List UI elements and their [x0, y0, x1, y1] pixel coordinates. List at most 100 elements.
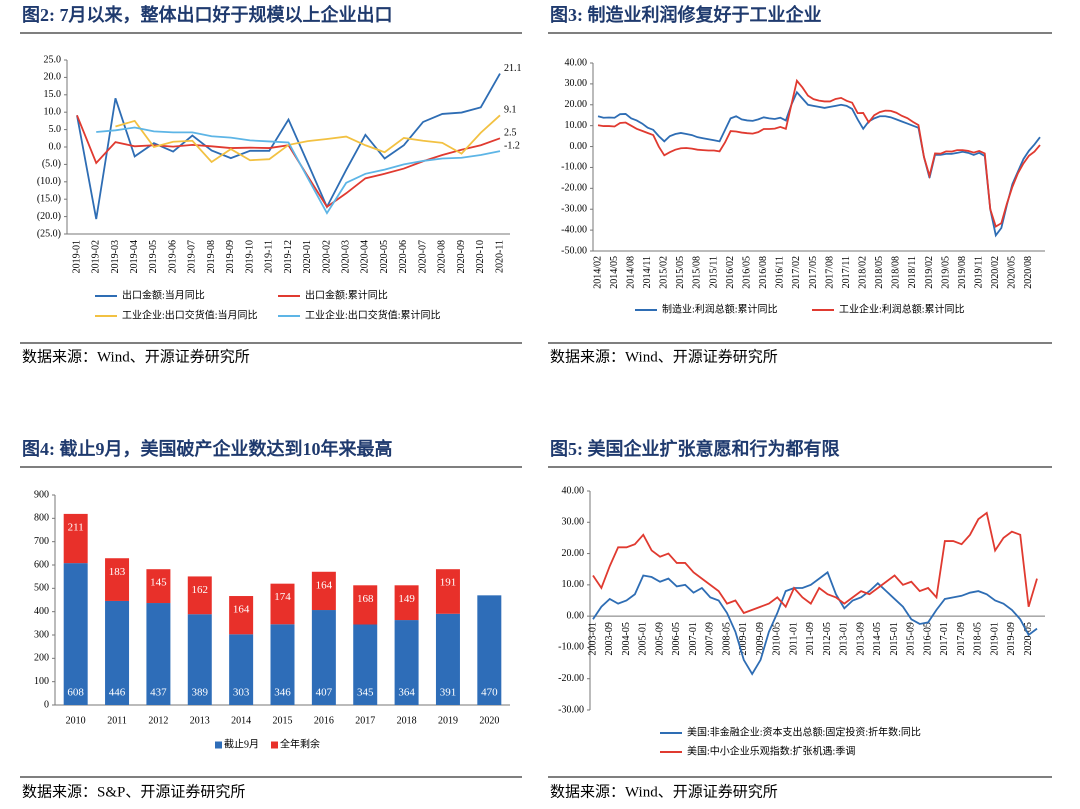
bar-segment [435, 613, 460, 705]
y-tick-label: 0.00 [567, 610, 585, 621]
legend-label: 美国:中小企业乐观指数:扩张机遇:季调 [687, 744, 855, 757]
x-tick-label: 2010 [66, 715, 86, 726]
x-tick-label: 2018/08 [891, 256, 902, 289]
x-tick-label: 2019-09 [225, 240, 236, 273]
data-label: 162 [192, 584, 209, 596]
x-tick-label: 2019-09 [1006, 622, 1017, 655]
x-tick-label: 2020-05 [379, 240, 390, 273]
end-label: 2.5 [504, 128, 517, 139]
x-tick-label: 2010-05 [772, 622, 783, 655]
legend-swatch [215, 741, 222, 749]
x-tick-label: 2020-04 [360, 240, 371, 273]
data-label: 407 [316, 687, 333, 699]
y-tick-label: (25.0) [37, 228, 61, 239]
y-tick-label: -30.00 [558, 704, 584, 715]
x-tick-label: 2013 [190, 715, 210, 726]
y-tick-label: 15.0 [44, 89, 62, 100]
source: 数据来源：Wind、开源证券研究所 [550, 348, 778, 365]
data-label: 446 [109, 687, 126, 699]
bar-segment [187, 576, 212, 615]
x-tick-label: 2013-09 [855, 622, 866, 655]
x-tick-label: 2015/08 [692, 256, 703, 289]
x-tick-label: 2015-09 [906, 622, 917, 655]
series-line [96, 126, 501, 215]
x-tick-label: 2012-05 [822, 622, 833, 655]
data-label: 303 [233, 687, 250, 699]
x-tick-label: 2019-02 [91, 240, 102, 273]
bar-segment [394, 585, 419, 621]
x-tick-label: 2019-03 [110, 240, 121, 273]
x-tick-label: 2019-01 [989, 622, 1000, 655]
x-tick-label: 2020-02 [321, 240, 332, 273]
bar-segment [270, 624, 295, 705]
y-tick-label: 20.0 [44, 72, 62, 83]
x-tick-label: 2011-01 [788, 622, 799, 655]
x-tick-label: 2017/02 [791, 256, 802, 289]
data-label: 174 [274, 591, 291, 603]
figure-title: 图5: 美国企业扩张意愿和行为都有限 [550, 438, 840, 459]
y-tick-label: -20.00 [561, 183, 587, 194]
x-tick-label: 2020/08 [1023, 256, 1034, 289]
x-tick-label: 2015/11 [708, 256, 719, 288]
y-tick-label: 400 [34, 606, 49, 617]
bar-segment [353, 585, 378, 625]
y-tick-label: -20.00 [558, 673, 584, 684]
legend-label: 出口金额:当月同比 [122, 288, 205, 301]
y-tick-label: 700 [34, 536, 49, 547]
y-tick-label: 300 [34, 629, 49, 640]
x-tick-label: 2013-01 [839, 622, 850, 655]
figure-title: 图2: 7月以来，整体出口好于规模以上企业出口 [22, 4, 393, 25]
x-tick-label: 2016/02 [725, 256, 736, 289]
y-tick-label: 5.0 [49, 124, 62, 135]
x-tick-label: 2015/05 [675, 256, 686, 289]
bar-segment [477, 595, 502, 705]
x-tick-label: 2009-01 [738, 622, 749, 655]
x-tick-label: 2019/05 [940, 256, 951, 289]
x-tick-label: 2018/05 [874, 256, 885, 289]
x-tick-label: 2003-09 [604, 622, 615, 655]
x-tick-label: 2020-03 [340, 240, 351, 273]
x-tick-label: 2019/11 [974, 256, 985, 288]
y-tick-label: 500 [34, 583, 49, 594]
x-tick-label: 2018 [397, 715, 417, 726]
x-tick-label: 2004-05 [621, 622, 632, 655]
x-tick-label: 2020-01 [302, 240, 313, 273]
x-tick-label: 2017/05 [808, 256, 819, 289]
data-label: 608 [67, 687, 84, 699]
x-tick-label: 2020 [479, 715, 499, 726]
data-label: 183 [109, 566, 126, 578]
y-tick-label: -50.00 [561, 245, 587, 256]
x-tick-label: 2019-04 [129, 240, 140, 273]
y-tick-label: -10.00 [561, 162, 587, 173]
x-tick-label: 2020-09 [456, 240, 467, 273]
data-label: 164 [233, 604, 250, 616]
x-tick-label: 2015/02 [659, 256, 670, 289]
bar-segment [105, 558, 130, 601]
series-line [76, 73, 501, 220]
x-tick-label: 2015-01 [889, 622, 900, 655]
figure-title: 图4: 截止9月，美国破产企业数达到10年来最高 [22, 438, 393, 459]
y-tick-label: 25.0 [44, 54, 62, 65]
y-tick-label: 10.00 [565, 120, 588, 131]
y-tick-label: -40.00 [561, 224, 587, 235]
figure-title: 图3: 制造业利润修复好于工业企业 [550, 4, 822, 25]
data-label: 389 [192, 687, 209, 699]
y-tick-label: 30.00 [562, 517, 585, 528]
x-tick-label: 2007-01 [688, 622, 699, 655]
bar-segment [63, 563, 88, 705]
legend-label: 美国:非金融企业:资本支出总额:固定投资:折年数:同比 [687, 725, 921, 738]
x-tick-label: 2009-09 [755, 622, 766, 655]
data-label: 145 [150, 577, 167, 589]
bar-segment [63, 513, 88, 564]
end-label: 21.1 [504, 63, 522, 74]
bar-segment [353, 624, 378, 705]
x-tick-label: 2019/08 [957, 256, 968, 289]
x-tick-label: 2019-12 [283, 240, 294, 273]
x-tick-label: 2012 [148, 715, 168, 726]
x-tick-label: 2018/11 [907, 256, 918, 288]
series-line [597, 90, 1041, 238]
bar-segment [311, 610, 336, 705]
x-tick-label: 2020-07 [417, 240, 428, 273]
legend-label: 工业企业:出口交货值:当月同比 [122, 308, 258, 321]
x-tick-label: 2019-01 [71, 240, 82, 273]
